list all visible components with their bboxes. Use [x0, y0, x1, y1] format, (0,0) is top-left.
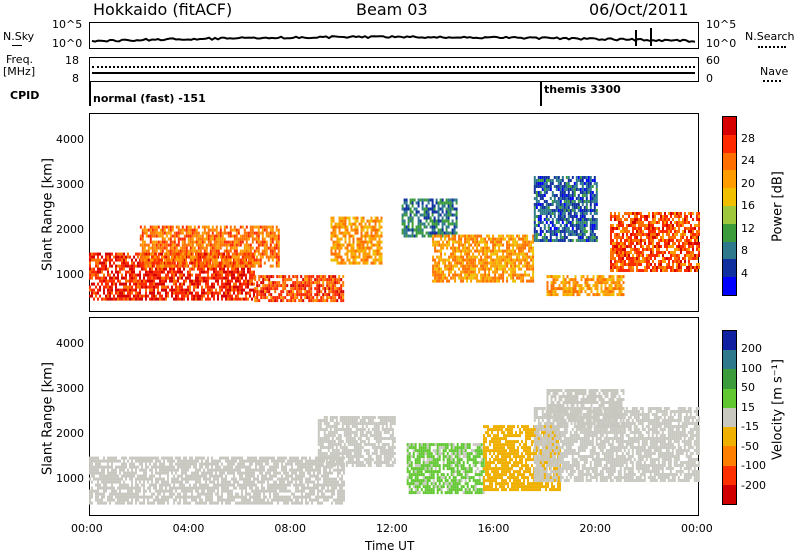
- noise-right-tick-top: 10^5: [706, 19, 736, 30]
- cpid-mode-themis: themis 3300: [544, 84, 621, 95]
- power-ytick-1: 3000: [52, 179, 84, 190]
- noise-left-tick-bottom: 10^0: [52, 38, 82, 49]
- power-cbar-swatch-8: [723, 259, 736, 277]
- power-cbar-swatch-7: [723, 242, 736, 260]
- noise-right-tick-bottom: 10^0: [706, 38, 736, 49]
- power-cbar-label: Power [dB]: [772, 147, 785, 267]
- freq-left-tick-bottom: 8: [72, 73, 79, 84]
- freq-dotted-line: [92, 66, 695, 68]
- power-ylabel: Slant Range [km]: [42, 155, 55, 275]
- station-title: Hokkaido (fitACF): [93, 2, 232, 18]
- cpid-marker-themis: [540, 82, 542, 106]
- power-panel: [89, 113, 699, 312]
- cpid-marker-start: [89, 82, 91, 106]
- nsky-underline: [12, 45, 22, 46]
- noise-panel: [89, 22, 699, 49]
- nsearch-dots: [758, 46, 786, 48]
- power-colorbar: [722, 116, 737, 296]
- freq-solid-line: [92, 72, 695, 74]
- power-cbar-swatch-5: [723, 206, 736, 224]
- velocity-panel: [89, 317, 699, 516]
- freq-right-tick-top: 60: [706, 55, 720, 66]
- power-ytick-0: 4000: [52, 134, 84, 145]
- nsearch-label: N.Search: [745, 31, 795, 42]
- power-cbar-swatch-6: [723, 224, 736, 242]
- noise-left-tick-top: 10^5: [52, 19, 82, 30]
- beam-title: Beam 03: [356, 2, 428, 18]
- power-cbar-tick-5: 8: [741, 245, 748, 256]
- nave-dots: [763, 80, 781, 82]
- power-cbar-swatch-9: [723, 277, 736, 295]
- freq-left-tick-top: 18: [65, 55, 79, 66]
- power-cbar-tick-0: 28: [741, 133, 755, 144]
- power-ytick-3: 1000: [52, 269, 84, 280]
- power-cbar-tick-3: 16: [741, 200, 755, 211]
- power-cbar-tick-2: 20: [741, 178, 755, 189]
- nave-label: Nave: [760, 66, 788, 77]
- nsky-label: N.Sky: [3, 31, 34, 42]
- cpid-label: CPID: [10, 90, 39, 101]
- freq-panel: [89, 57, 699, 82]
- power-ytick-2: 2000: [52, 224, 84, 235]
- power-cbar-tick-1: 24: [741, 155, 755, 166]
- power-cbar-swatch-0: [723, 117, 736, 135]
- power-cbar-tick-6: 4: [741, 268, 748, 279]
- cpid-mode-normal: normal (fast) -151: [93, 93, 206, 104]
- power-cbar-swatch-3: [723, 170, 736, 188]
- power-cbar-swatch-4: [723, 188, 736, 206]
- freq-unit-label: [MHz]: [3, 66, 35, 77]
- freq-label: Freq.: [6, 54, 33, 65]
- power-cbar-tick-4: 12: [741, 223, 755, 234]
- power-cbar-swatch-1: [723, 135, 736, 153]
- date-title: 06/Oct/2011: [589, 2, 689, 18]
- power-cbar-swatch-2: [723, 153, 736, 171]
- freq-right-tick-bottom: 0: [706, 73, 713, 84]
